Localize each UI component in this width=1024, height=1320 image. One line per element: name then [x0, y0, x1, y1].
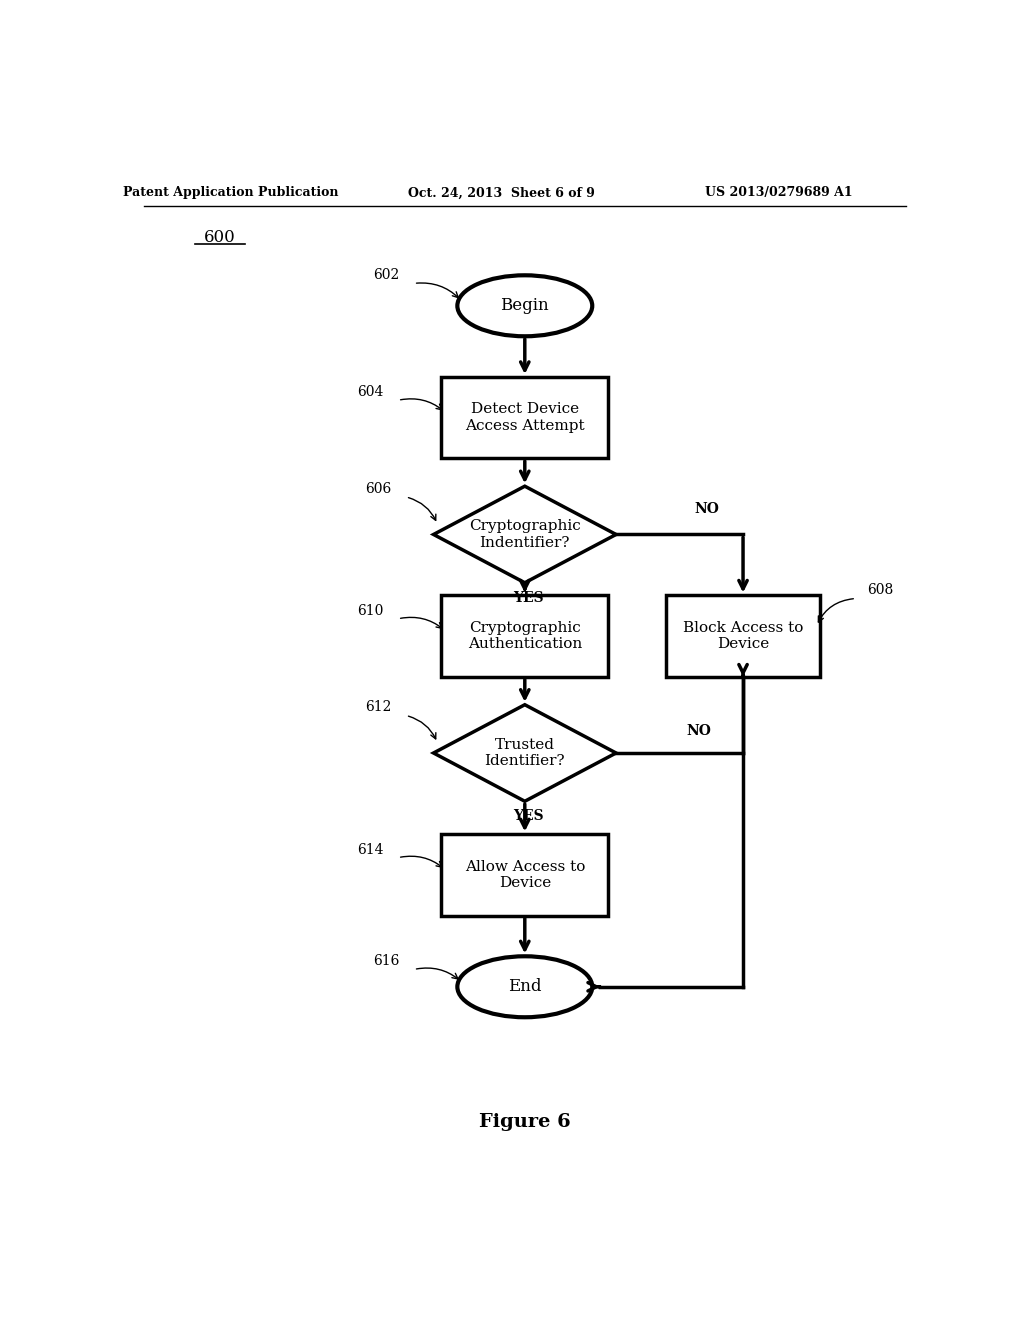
Text: YES: YES [513, 591, 544, 605]
FancyBboxPatch shape [666, 595, 820, 677]
Text: NO: NO [686, 723, 712, 738]
Text: 612: 612 [365, 700, 391, 714]
Text: Trusted
Identifier?: Trusted Identifier? [484, 738, 565, 768]
Text: 610: 610 [356, 603, 383, 618]
Text: 602: 602 [373, 268, 399, 282]
Text: NO: NO [695, 502, 720, 516]
Ellipse shape [458, 276, 592, 337]
Text: Figure 6: Figure 6 [479, 1113, 570, 1131]
Ellipse shape [458, 956, 592, 1018]
Text: Cryptographic
Authentication: Cryptographic Authentication [468, 620, 582, 651]
Text: Detect Device
Access Attempt: Detect Device Access Attempt [465, 403, 585, 433]
Text: US 2013/0279689 A1: US 2013/0279689 A1 [705, 186, 853, 199]
Text: Patent Application Publication: Patent Application Publication [124, 186, 339, 199]
Text: Cryptographic
Indentifier?: Cryptographic Indentifier? [469, 519, 581, 549]
Text: 604: 604 [356, 385, 383, 399]
Text: 614: 614 [356, 842, 383, 857]
Text: 600: 600 [204, 230, 236, 246]
Text: Begin: Begin [501, 297, 549, 314]
FancyBboxPatch shape [441, 595, 608, 677]
Polygon shape [433, 486, 616, 582]
Polygon shape [433, 705, 616, 801]
Text: End: End [508, 978, 542, 995]
FancyBboxPatch shape [441, 378, 608, 458]
Text: 608: 608 [866, 583, 893, 598]
FancyBboxPatch shape [441, 834, 608, 916]
Text: Allow Access to
Device: Allow Access to Device [465, 859, 585, 890]
Text: Block Access to
Device: Block Access to Device [683, 620, 803, 651]
Text: 606: 606 [365, 482, 391, 496]
Text: Oct. 24, 2013  Sheet 6 of 9: Oct. 24, 2013 Sheet 6 of 9 [408, 186, 594, 199]
Text: 616: 616 [373, 954, 399, 969]
Text: YES: YES [513, 809, 544, 824]
